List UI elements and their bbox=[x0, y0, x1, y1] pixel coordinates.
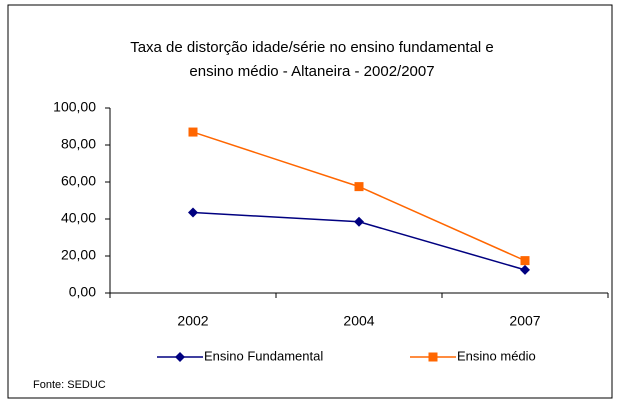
chart-title: ensino médio - Altaneira - 2002/2007 bbox=[189, 63, 434, 80]
x-tick-label: 2002 bbox=[177, 313, 208, 329]
x-tick-label: 2004 bbox=[343, 313, 374, 329]
marker bbox=[520, 264, 530, 275]
y-tick-label: 20,00 bbox=[61, 247, 96, 263]
y-tick-label: 80,00 bbox=[61, 136, 96, 152]
marker bbox=[175, 352, 185, 362]
y-tick-label: 40,00 bbox=[61, 210, 96, 226]
marker bbox=[188, 127, 198, 137]
y-tick-label: 60,00 bbox=[61, 173, 96, 189]
x-tick-label: 2007 bbox=[509, 313, 540, 329]
marker bbox=[520, 256, 530, 266]
legend-label: Ensino médio bbox=[457, 348, 536, 363]
source-note: Fonte: SEDUC bbox=[33, 379, 106, 391]
marker bbox=[188, 207, 198, 218]
legend-label: Ensino Fundamental bbox=[204, 348, 323, 363]
marker bbox=[428, 352, 438, 362]
y-tick-label: 100,00 bbox=[53, 99, 96, 115]
y-tick-label: 0,00 bbox=[69, 284, 96, 300]
marker bbox=[354, 182, 364, 192]
marker bbox=[354, 216, 364, 227]
chart-frame bbox=[7, 4, 613, 399]
chart-title: Taxa de distorção idade/série no ensino … bbox=[130, 39, 494, 56]
